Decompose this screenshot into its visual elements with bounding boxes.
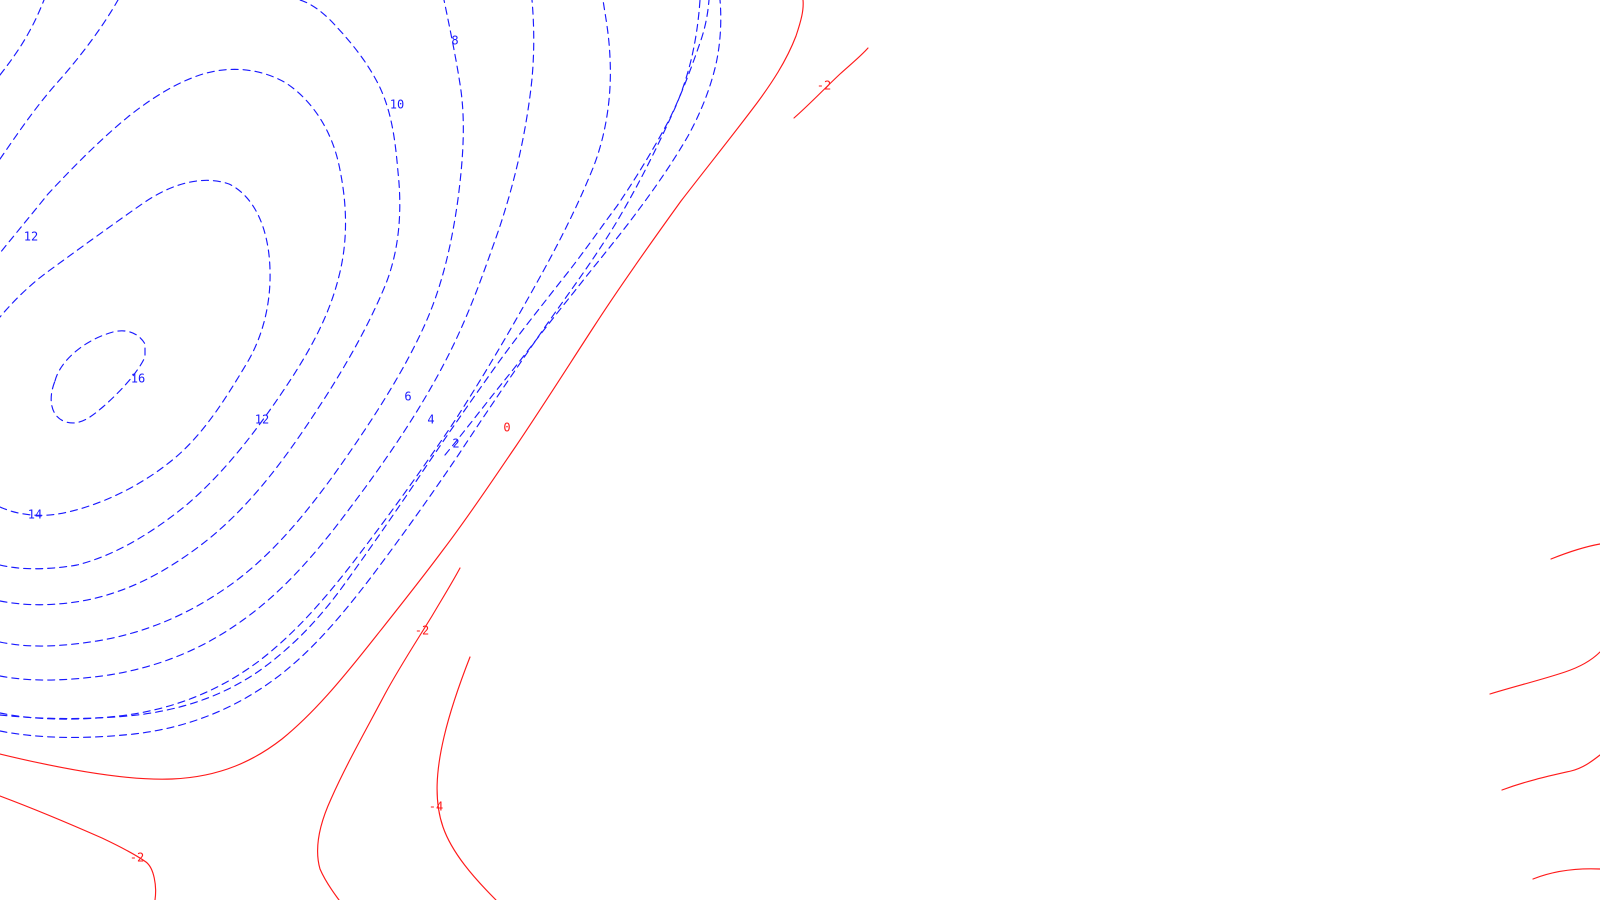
contour-label-neg2-top: -2 <box>817 79 831 93</box>
contour-label-12-center: 12 <box>255 413 269 427</box>
contour-line-16 <box>50 330 146 424</box>
contour-label-12-left: 12 <box>24 230 38 244</box>
contour-line-neg2-right-3 <box>1501 754 1600 791</box>
contour-line-neg2-right-2 <box>1489 651 1600 695</box>
contour-line-neg2-right-1 <box>1550 543 1600 560</box>
contour-label-8: 8 <box>451 34 458 48</box>
contour-line-neg2-bottom <box>0 795 157 900</box>
contour-line-14-edge <box>0 68 347 570</box>
contour-label-4: 4 <box>427 413 434 427</box>
contour-line-neg2-right-4 <box>1532 868 1600 880</box>
contour-label-0: 0 <box>503 421 510 435</box>
contour-line-12-left-mid <box>0 0 119 160</box>
contour-line-14-curve <box>0 179 271 516</box>
contour-label-neg2-middle: -2 <box>415 624 429 638</box>
contour-label-10: 10 <box>390 98 404 112</box>
contour-line-12-left-top <box>0 0 45 76</box>
contour-line-12-b <box>0 0 464 647</box>
contour-label-6: 6 <box>404 390 411 404</box>
contour-line-neg4 <box>436 656 497 900</box>
contour-line-12-a <box>0 0 401 606</box>
contour-label-2: 2 <box>452 437 459 451</box>
contour-line-10-a <box>0 0 535 681</box>
contour-line-6-a <box>0 0 701 739</box>
contour-label-16: 16 <box>131 372 145 386</box>
contour-label-14: 14 <box>28 508 42 522</box>
contour-line-0 <box>0 0 804 780</box>
contour-line-neg2-top <box>793 47 869 119</box>
contour-line-4-a <box>0 0 710 720</box>
contour-line-neg2-middle <box>317 567 461 900</box>
contour-label-neg4: -4 <box>429 800 443 814</box>
contour-line-8-a <box>0 0 611 720</box>
contour-label-neg2-bottom: -2 <box>130 851 144 865</box>
